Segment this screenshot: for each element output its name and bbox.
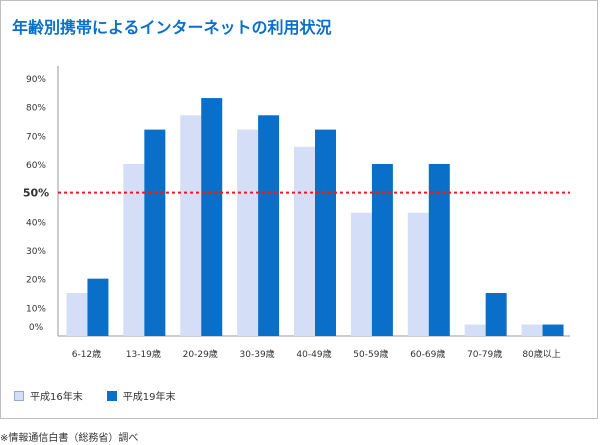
source-note: ※情報通信白書（総務省）調べ — [0, 433, 139, 444]
x-tick-label: 50-59歳 — [353, 348, 388, 360]
legend-label-h16: 平成16年末 — [30, 392, 83, 403]
bar-chart: 0% 10% 20% 30% 40% 60% 70% 80% 90% 6-12歳 13-19歳 20-… — [23, 66, 570, 360]
reference-line-label: 50% — [23, 187, 49, 200]
bar-series1-0 — [87, 278, 109, 336]
x-tick-label: 40-49歳 — [296, 348, 331, 360]
bar-series1-3 — [258, 115, 280, 337]
legend-swatch-h19 — [106, 390, 117, 401]
legend-label-h19: 平成19年末 — [122, 392, 176, 403]
bar-series0-8 — [521, 324, 543, 336]
x-tick-label: 20-29歳 — [183, 348, 218, 360]
legend-item-h16: 平成16年末 — [14, 388, 83, 403]
x-tick-label: 80歳以上 — [522, 348, 560, 360]
bar-series0-4 — [294, 146, 315, 336]
chart-title: 年齢別携帯によるインターネットの利用状況 — [12, 18, 332, 37]
y-tick-label: 10% — [26, 304, 46, 314]
legend-item-h19: 平成19年末 — [106, 388, 176, 403]
bar-series0-7 — [464, 324, 486, 336]
bar-series0-6 — [407, 212, 429, 336]
bar-series1-1 — [144, 129, 166, 336]
x-tick-label: 13-19歳 — [126, 348, 161, 360]
chart-frame — [0, 0, 598, 419]
bar-series1-6 — [428, 164, 450, 336]
legend-swatch-h16 — [14, 390, 24, 401]
bar-series1-5 — [371, 164, 393, 336]
bar-series0-0 — [66, 293, 88, 336]
x-tick-label: 70-79歳 — [467, 348, 502, 360]
bar-series1-7 — [485, 293, 507, 336]
x-tick-label: 60-69歳 — [410, 348, 445, 360]
y-tick-label: 40% — [26, 218, 46, 228]
bar-series1-2 — [201, 98, 223, 336]
y-tick-label: 80% — [26, 104, 46, 114]
y-tick-label: 0% — [29, 323, 44, 333]
y-tick-label: 70% — [26, 132, 46, 142]
bar-series0-2 — [180, 115, 202, 337]
x-tick-label: 30-39歳 — [240, 348, 275, 360]
legend: 平成16年末 平成19年末 — [14, 388, 199, 403]
y-tick-label: 90% — [26, 75, 46, 85]
y-tick-label: 30% — [26, 247, 46, 257]
bar-series0-5 — [350, 212, 372, 336]
bar-series1-8 — [542, 324, 564, 336]
y-tick-label: 60% — [26, 161, 46, 171]
x-tick-label: 6-12歳 — [72, 348, 101, 360]
y-tick-label: 20% — [26, 276, 46, 286]
bar-series0-1 — [123, 164, 145, 336]
bar-series0-3 — [237, 129, 259, 336]
bar-series1-4 — [315, 129, 336, 336]
